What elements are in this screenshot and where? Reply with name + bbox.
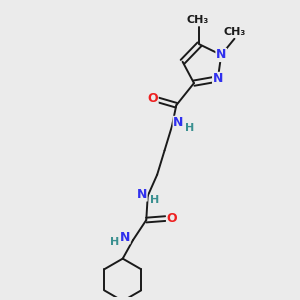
Text: H: H (110, 237, 119, 248)
Text: O: O (167, 212, 177, 225)
Text: N: N (120, 231, 130, 244)
Text: CH₃: CH₃ (187, 15, 209, 25)
Text: N: N (173, 116, 184, 129)
Text: N: N (137, 188, 147, 201)
Text: H: H (150, 195, 159, 205)
Text: H: H (185, 123, 194, 133)
Text: N: N (216, 48, 226, 62)
Text: O: O (147, 92, 158, 105)
Text: N: N (213, 72, 223, 86)
Text: CH₃: CH₃ (223, 27, 246, 37)
